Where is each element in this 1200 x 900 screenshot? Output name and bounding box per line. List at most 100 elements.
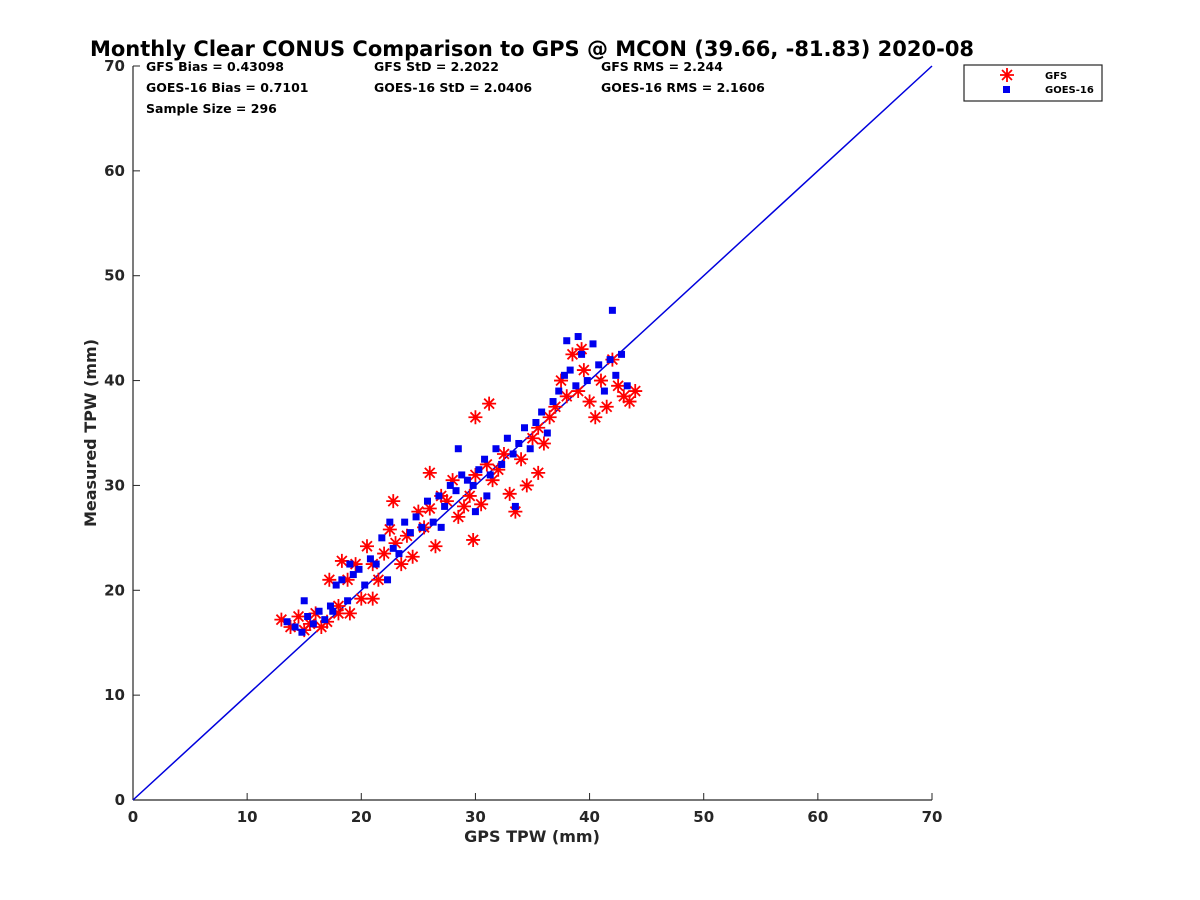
gfs-std-text: GFS StD = 2.2022 xyxy=(374,59,499,74)
legend-goes16-marker xyxy=(1003,86,1010,93)
goes16-point xyxy=(612,371,620,379)
gfs-point xyxy=(531,420,546,435)
gfs-point xyxy=(348,557,363,572)
goes16-point xyxy=(469,481,477,489)
gfs-point xyxy=(574,342,589,357)
goes16-point xyxy=(566,366,574,374)
gfs-point xyxy=(331,606,346,621)
goes16-point xyxy=(384,576,392,584)
gfs-point xyxy=(405,549,420,564)
gfs-point xyxy=(496,446,511,461)
gfs-point xyxy=(422,465,437,480)
goes16-point xyxy=(300,597,308,605)
goes16-point xyxy=(526,445,534,453)
goes16-point xyxy=(315,607,323,615)
gfs-point xyxy=(622,394,637,409)
gfs-point xyxy=(588,410,603,425)
gfs-point xyxy=(377,546,392,561)
goes16-point xyxy=(291,623,299,631)
goes16-point xyxy=(486,471,494,479)
x-tick-label: 30 xyxy=(465,808,486,826)
gfs-point xyxy=(365,591,380,606)
goes16-point xyxy=(498,460,506,468)
goes16-point xyxy=(606,356,614,364)
goes16-point xyxy=(386,518,394,526)
gfs-point xyxy=(451,509,466,524)
series-goes16 xyxy=(283,306,631,636)
goes16-point xyxy=(583,377,591,385)
goes-rms-text: GOES-16 RMS = 2.1606 xyxy=(601,80,765,95)
goes16-point xyxy=(608,306,616,314)
gfs-point xyxy=(388,536,403,551)
gfs-point xyxy=(536,436,551,451)
goes16-point xyxy=(560,371,568,379)
goes16-point xyxy=(618,350,626,358)
goes16-point xyxy=(366,555,374,563)
legend-goes16-label: GOES-16 xyxy=(1045,85,1094,96)
gfs-point xyxy=(382,522,397,537)
goes16-point xyxy=(435,492,443,500)
gfs-point xyxy=(542,410,557,425)
gfs-point xyxy=(514,452,529,467)
x-tick-label: 40 xyxy=(579,808,600,826)
gfs-point xyxy=(571,384,586,399)
gfs-point xyxy=(359,539,374,554)
gfs-point xyxy=(411,504,426,519)
gfs-point xyxy=(502,486,517,501)
y-tick-label: 70 xyxy=(104,57,125,75)
goes16-point xyxy=(446,481,454,489)
goes16-point xyxy=(563,337,571,345)
gfs-point xyxy=(508,504,523,519)
y-tick-label: 60 xyxy=(104,162,125,180)
gfs-point xyxy=(466,532,481,547)
goes16-point xyxy=(574,333,582,341)
y-axis-label: Measured TPW (mm) xyxy=(81,339,100,527)
gfs-point xyxy=(525,431,540,446)
gfs-point xyxy=(371,572,386,587)
gfs-point xyxy=(334,553,349,568)
goes16-point xyxy=(511,502,519,510)
goes16-point xyxy=(578,350,586,358)
goes-bias-text: GOES-16 Bias = 0.7101 xyxy=(146,80,308,95)
y-tick-label: 10 xyxy=(104,686,125,704)
y-tick-label: 30 xyxy=(104,476,125,494)
goes16-point xyxy=(458,471,466,479)
gfs-point xyxy=(445,473,460,488)
gfs-point xyxy=(616,389,631,404)
legend-gfs-label: GFS xyxy=(1045,71,1067,82)
goes16-point xyxy=(454,445,462,453)
gfs-point xyxy=(491,462,506,477)
gfs-point xyxy=(599,399,614,414)
gfs-point xyxy=(428,539,443,554)
goes16-point xyxy=(509,450,517,458)
goes16-point xyxy=(338,576,346,584)
gfs-point xyxy=(291,609,306,624)
x-tick-label: 0 xyxy=(128,808,138,826)
x-tick-label: 50 xyxy=(693,808,714,826)
gfs-point xyxy=(394,557,409,572)
gfs-point xyxy=(531,465,546,480)
gfs-point xyxy=(439,494,454,509)
y-tick-label: 0 xyxy=(115,791,125,809)
gfs-point xyxy=(468,467,483,482)
stats-annotations: GFS Bias = 0.43098 GFS StD = 2.2022 GFS … xyxy=(146,59,765,116)
gfs-point xyxy=(548,399,563,414)
gfs-point xyxy=(314,619,329,634)
goes16-point xyxy=(595,361,603,369)
gfs-point xyxy=(422,501,437,516)
goes16-point xyxy=(452,487,460,495)
y-tick-label: 50 xyxy=(104,267,125,285)
legend-box xyxy=(963,64,1103,102)
gfs-point xyxy=(582,394,597,409)
gfs-point xyxy=(354,591,369,606)
goes16-point xyxy=(304,613,312,620)
plot-area: 0 10 20 30 40 50 60 70 0 10 20 30 40 50 60 70 xyxy=(104,57,942,826)
goes16-point xyxy=(441,502,449,510)
gfs-point xyxy=(342,606,357,621)
goes16-point xyxy=(475,466,483,474)
gfs-point xyxy=(457,499,472,514)
x-tick-label: 10 xyxy=(237,808,258,826)
goes16-point xyxy=(361,581,369,589)
goes16-point xyxy=(378,534,386,542)
